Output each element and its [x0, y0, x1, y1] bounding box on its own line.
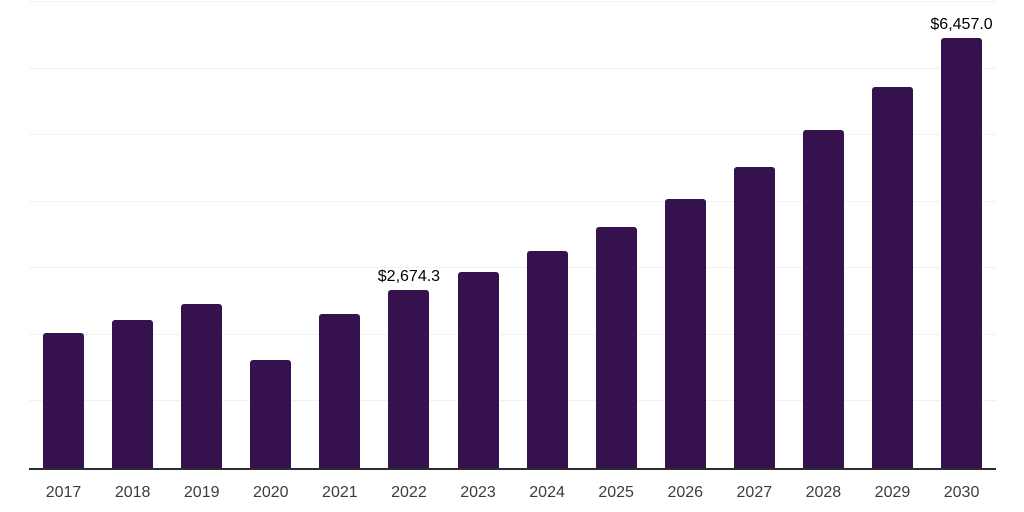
- x-tick-2029: 2029: [874, 484, 911, 501]
- bar-slot-2030: $6,457.0: [927, 2, 996, 468]
- bars: $2,674.3 $6,457.0: [29, 2, 996, 468]
- gridline-5000: [29, 134, 996, 136]
- x-tick-2030: 2030: [943, 484, 980, 501]
- bar-slot-2023: [443, 2, 512, 468]
- bar-2018: [112, 319, 154, 468]
- x-tick-2024: 2024: [529, 484, 565, 501]
- bar-2017: [43, 332, 85, 468]
- bar-2026: [664, 199, 706, 468]
- bar-slot-2029: [858, 2, 927, 468]
- gridline-6000: [29, 67, 996, 69]
- x-tick-2023: 2023: [460, 484, 496, 501]
- x-tick-2018: 2018: [114, 484, 151, 501]
- x-tick-2017: 2017: [45, 484, 82, 501]
- x-axis-line: [29, 468, 996, 470]
- bar-2024: [526, 250, 568, 468]
- bar-slot-2018: [98, 2, 167, 468]
- gridline-4000: [29, 200, 996, 202]
- gridline-2000: [29, 333, 996, 335]
- bar-2020: [250, 359, 292, 468]
- bar-2022: [388, 289, 430, 468]
- bar-2023: [457, 271, 499, 468]
- bar-slot-2017: [29, 2, 98, 468]
- bar-slot-2027: [720, 2, 789, 468]
- bar-slot-2026: [651, 2, 720, 468]
- bar-2029: [871, 86, 913, 468]
- bar-slot-2021: [305, 2, 374, 468]
- bar-2021: [319, 314, 361, 468]
- bar-slot-2028: [789, 2, 858, 468]
- gridline-7000: [29, 1, 996, 2]
- plot-area: $2,674.3 $6,457.0: [29, 1, 996, 468]
- bar-slot-2020: [236, 2, 305, 468]
- bar-2019: [181, 303, 223, 468]
- bar-slot-2024: [513, 2, 582, 468]
- x-axis-labels: 2017 2018 2019 2020 2021 2022 2023 2024 2025 2026…: [29, 483, 996, 502]
- x-tick-2019: 2019: [183, 484, 220, 501]
- bar-slot-2022: $2,674.3: [374, 2, 443, 468]
- bar-slot-2019: [167, 2, 236, 468]
- bar-2030: [941, 38, 983, 468]
- value-label-2030: $6,457.0: [930, 16, 993, 34]
- bar-2027: [733, 167, 775, 468]
- gridline-1000: [29, 400, 996, 402]
- x-tick-2028: 2028: [805, 484, 842, 501]
- x-tick-2020: 2020: [252, 484, 289, 501]
- value-label-2022: $2,674.3: [377, 267, 441, 285]
- x-tick-2026: 2026: [667, 484, 704, 501]
- x-tick-2025: 2025: [598, 484, 634, 501]
- x-tick-2022: 2022: [391, 484, 427, 501]
- x-tick-2027: 2027: [736, 484, 773, 501]
- bar-2025: [595, 227, 637, 468]
- x-tick-2021: 2021: [322, 484, 358, 501]
- bar-slot-2025: [582, 2, 651, 468]
- bar-2028: [802, 130, 844, 468]
- gridline-3000: [29, 267, 996, 269]
